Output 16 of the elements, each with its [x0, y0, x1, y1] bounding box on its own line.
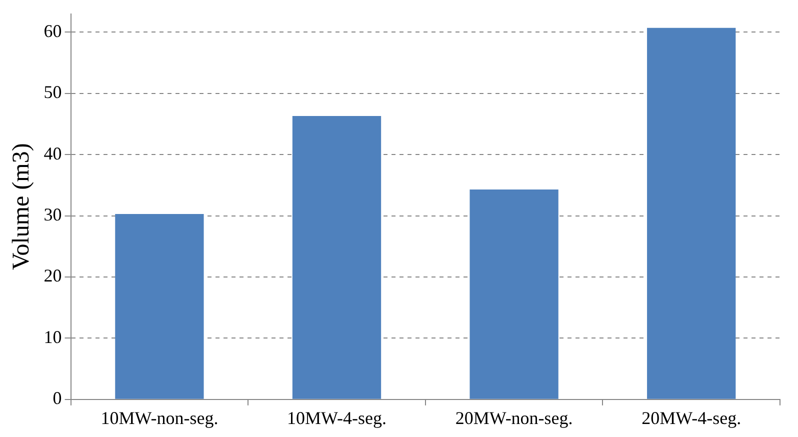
y-tick-label: 10	[44, 326, 62, 347]
x-tick-label: 20MW-4-seg.	[642, 408, 742, 428]
y-tick-label: 20	[44, 266, 62, 286]
x-tick-label: 10MW-4-seg.	[287, 408, 386, 428]
bar	[115, 214, 204, 399]
y-tick-label: 30	[44, 204, 62, 225]
bar	[292, 116, 382, 399]
x-tick-label: 20MW-non-seg.	[455, 408, 573, 428]
y-tick-label: 50	[44, 82, 62, 102]
y-tick-label: 60	[44, 20, 62, 41]
bar	[647, 28, 736, 399]
bar	[470, 189, 558, 399]
y-axis-title: Volume (m3)	[8, 143, 35, 270]
y-tick-label: 0	[52, 388, 62, 408]
x-tick-label: 10MW-non-seg.	[100, 408, 218, 428]
y-tick-label: 40	[44, 143, 62, 164]
